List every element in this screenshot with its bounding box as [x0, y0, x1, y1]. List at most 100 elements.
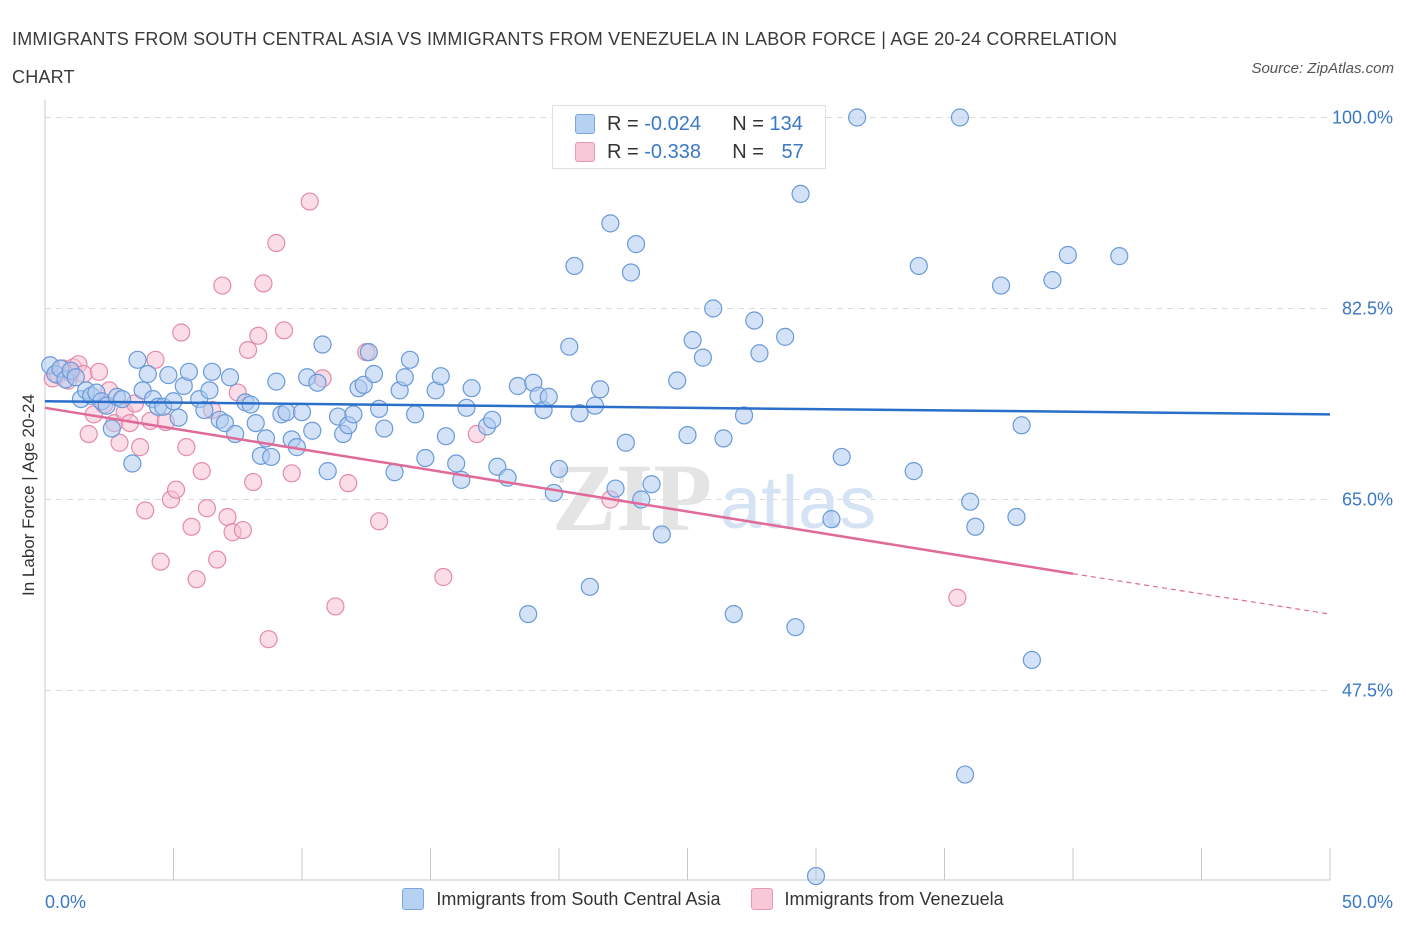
south-central-asia-point [776, 327, 795, 346]
south-central-asia-point [693, 348, 713, 367]
venezuela-point [110, 433, 129, 452]
chart-title: IMMIGRANTS FROM SOUTH CENTRAL ASIA VS IM… [12, 29, 1118, 87]
south-central-asia-point [277, 403, 296, 422]
south-central-asia-point [616, 433, 635, 452]
venezuela-point [434, 567, 453, 587]
venezuela-point [267, 233, 286, 253]
venezuela-point [282, 464, 301, 483]
south-central-asia-point [549, 459, 569, 479]
south-central-asia-point [508, 376, 527, 396]
south-central-asia-point [128, 350, 147, 369]
venezuela-point [177, 438, 196, 457]
series-legend-item-pink[interactable]: Immigrants from Venezuela [750, 888, 1004, 910]
legend-row-blue: R = -0.024 N = 134 [575, 112, 803, 136]
south-central-asia-point [1110, 247, 1129, 266]
south-central-asia-point [1007, 507, 1026, 527]
south-central-asia-point [313, 335, 332, 354]
south-central-asia-point [169, 408, 188, 427]
south-central-asia-point [683, 331, 702, 350]
venezuela-point [326, 597, 345, 616]
venezuela-point [249, 326, 268, 345]
south-central-asia-point [565, 256, 584, 276]
trend-line-venezuela [44, 406, 1074, 575]
trend-lines [44, 400, 1331, 615]
venezuela-point [370, 512, 389, 531]
south-central-asia-point [436, 427, 456, 446]
venezuela-point [146, 350, 165, 369]
south-central-asia-point [591, 380, 610, 399]
venezuela-point [300, 192, 319, 211]
south-central-asia-point [678, 426, 697, 445]
south-central-asia-point [539, 387, 558, 407]
south-central-asia-point [159, 365, 178, 385]
south-central-asia-point [262, 447, 281, 467]
legend-swatch-pink [575, 142, 595, 162]
south-central-asia-point [1058, 245, 1077, 265]
series-legend-swatch-pink [750, 888, 773, 910]
south-central-asia-point [400, 350, 420, 369]
watermark-zip: ZIP [552, 444, 712, 551]
south-central-asia-point [791, 184, 810, 203]
south-central-asia-point [431, 367, 450, 386]
axes [44, 100, 1331, 881]
venezuela-point [254, 274, 273, 293]
south-central-asia-point [560, 337, 579, 356]
venezuela-point [197, 499, 217, 518]
legend-n-value-blue: 134 [769, 112, 803, 135]
south-central-asia-point [832, 447, 851, 467]
tick-labels: 47.5% 65.0% 82.5% 100.0% 0.0% 50.0% [45, 108, 1393, 913]
south-central-asia-point [606, 479, 625, 498]
venezuela-point [259, 630, 278, 649]
south-central-asia-point [714, 429, 733, 448]
venezuela-point [948, 588, 967, 607]
y-tick-label: 65.0% [1342, 490, 1393, 510]
south-central-asia-point [405, 405, 425, 424]
venezuela-point [136, 501, 155, 520]
south-central-asia-point [195, 400, 214, 420]
south-central-asia-point [652, 525, 671, 544]
venezuela-point [166, 480, 186, 499]
south-central-asia-point [359, 343, 378, 362]
south-central-asia-point [416, 448, 435, 468]
south-central-asia-point [246, 414, 265, 433]
y-axis-label: In Labor Force | Age 20-24 [19, 394, 38, 596]
south-central-asia-point [570, 404, 589, 423]
south-central-asia-point [966, 517, 985, 536]
south-central-asia-point [806, 866, 826, 886]
south-central-asia-point [457, 398, 476, 417]
series-legend-label-pink: Immigrants from Venezuela [784, 888, 1004, 909]
south-central-asia-point [601, 214, 620, 233]
south-central-asia-point [955, 765, 975, 784]
trend-line-south-central-asia [44, 400, 1331, 416]
south-central-asia-point [991, 276, 1011, 295]
series-legend-item-blue[interactable]: Immigrants from South Central Asia [402, 888, 721, 910]
south-central-asia-point [267, 372, 286, 391]
south-central-asia-point [138, 364, 157, 384]
x-tick-label-min: 0.0% [45, 892, 86, 912]
legend-r-value-blue: -0.024 [644, 112, 701, 135]
south-central-asia-point [370, 399, 389, 419]
south-central-asia-point [202, 362, 222, 381]
series-legend: Immigrants from South Central Asia Immig… [0, 888, 1406, 910]
venezuela-point [233, 520, 252, 540]
south-central-asia-point [112, 389, 132, 409]
venezuela-point [213, 276, 232, 295]
legend-r-label: R = [607, 112, 639, 135]
south-central-asia-point [66, 368, 85, 387]
series-south-central-asia-points [41, 108, 1129, 886]
south-central-asia-point [750, 344, 769, 363]
south-central-asia-point [580, 577, 599, 596]
south-central-asia-point [745, 311, 764, 330]
south-central-asia-point [1012, 416, 1031, 435]
south-central-asia-point [395, 368, 414, 387]
south-central-asia-point [626, 235, 646, 254]
south-central-asia-point [483, 410, 502, 429]
south-central-asia-point [642, 475, 661, 494]
south-central-asia-point [220, 368, 240, 387]
venezuela-point [172, 323, 191, 342]
south-central-asia-point [375, 419, 394, 438]
south-central-asia-point [822, 510, 841, 529]
x-tick-label-max: 50.0% [1342, 892, 1393, 912]
south-central-asia-point [462, 379, 481, 398]
legend-n-label: N = [732, 112, 764, 135]
